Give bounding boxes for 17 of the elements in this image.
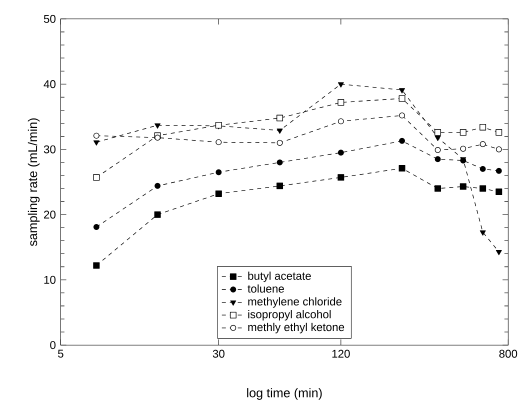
x-tick-label: 800 (499, 350, 518, 358)
y-tick-label: 20 (44, 210, 56, 219)
x-tick-label: 5 (58, 350, 64, 358)
legend-label: methly ethyl ketone (248, 322, 344, 334)
y-tick-label: 40 (44, 80, 56, 88)
x-tick-label: 30 (212, 350, 224, 358)
legend-label: methylene chloride (248, 297, 342, 308)
legend-label: isopropyl alcohol (248, 310, 331, 321)
legend-label: butyl acetate (248, 272, 311, 282)
y-tick-label: 30 (44, 146, 56, 154)
x-axis-title: log time (min) (247, 388, 322, 400)
y-tick-label: 50 (44, 15, 56, 24)
legend-label: toluene (248, 284, 284, 293)
y-tick-label: 10 (44, 276, 56, 284)
y-axis-title: sampling rate (mL/min) (28, 118, 40, 246)
y-tick-label: 0 (50, 341, 56, 350)
x-tick-label: 120 (332, 350, 350, 358)
